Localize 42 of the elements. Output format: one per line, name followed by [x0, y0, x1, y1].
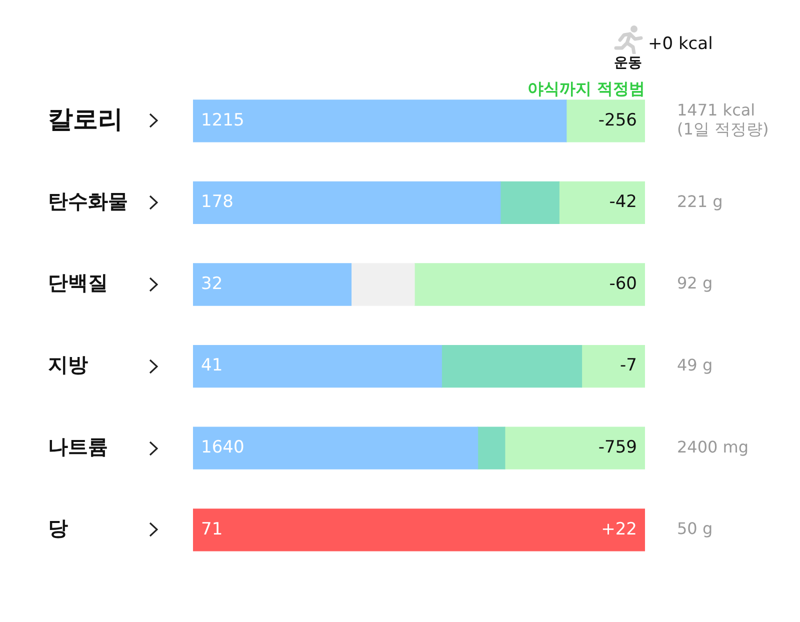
- annotation: -256: [598, 110, 637, 130]
- annotation: -60: [609, 274, 637, 294]
- text: 운동: [614, 54, 642, 72]
- annotation: 1215: [201, 110, 244, 130]
- annotation: 32: [201, 274, 223, 294]
- bar: [414, 263, 645, 306]
- bar: [193, 426, 478, 470]
- y2-tick-label: 92 g: [677, 274, 713, 293]
- bar: [193, 344, 442, 388]
- bar: [193, 181, 501, 224]
- bar: [558, 181, 645, 224]
- bar: [581, 344, 645, 388]
- bar: [477, 426, 506, 470]
- bar: [193, 263, 352, 306]
- bar: [441, 344, 582, 388]
- bar: [193, 100, 567, 142]
- y-tick-label: 당: [48, 516, 68, 540]
- y2-tick-label: 1471 kcal (1일 적정량): [677, 100, 769, 139]
- y-tick-label: 나트륨: [48, 434, 108, 458]
- y2-tick-label: 50 g: [677, 519, 713, 538]
- y-tick-label: 지방: [48, 352, 88, 377]
- annotation: -7: [620, 356, 637, 376]
- bar: [566, 100, 645, 142]
- annotation: +22: [601, 519, 637, 540]
- y-tick-label: 탄수화물: [48, 188, 128, 213]
- y-tick-label: 칼로리: [48, 104, 123, 134]
- annotation: -759: [598, 438, 637, 458]
- annotation: -42: [609, 192, 637, 212]
- y2-tick-label: 49 g: [677, 355, 713, 374]
- y-tick-label: 단백질: [48, 270, 108, 295]
- bar: [350, 263, 415, 306]
- y2-tick-label: 2400 mg: [677, 437, 749, 456]
- bar: [193, 508, 645, 552]
- y2-tick-label: 221 g: [677, 192, 723, 211]
- bar: [504, 426, 645, 470]
- annotation: 178: [201, 192, 234, 212]
- annotation: 71: [201, 519, 223, 540]
- text: +0 kcal: [648, 34, 713, 54]
- annotation: 1640: [201, 438, 244, 458]
- annotation: 야식까지 적정범: [527, 79, 645, 100]
- annotation: 41: [201, 356, 223, 376]
- bar: [500, 181, 560, 224]
